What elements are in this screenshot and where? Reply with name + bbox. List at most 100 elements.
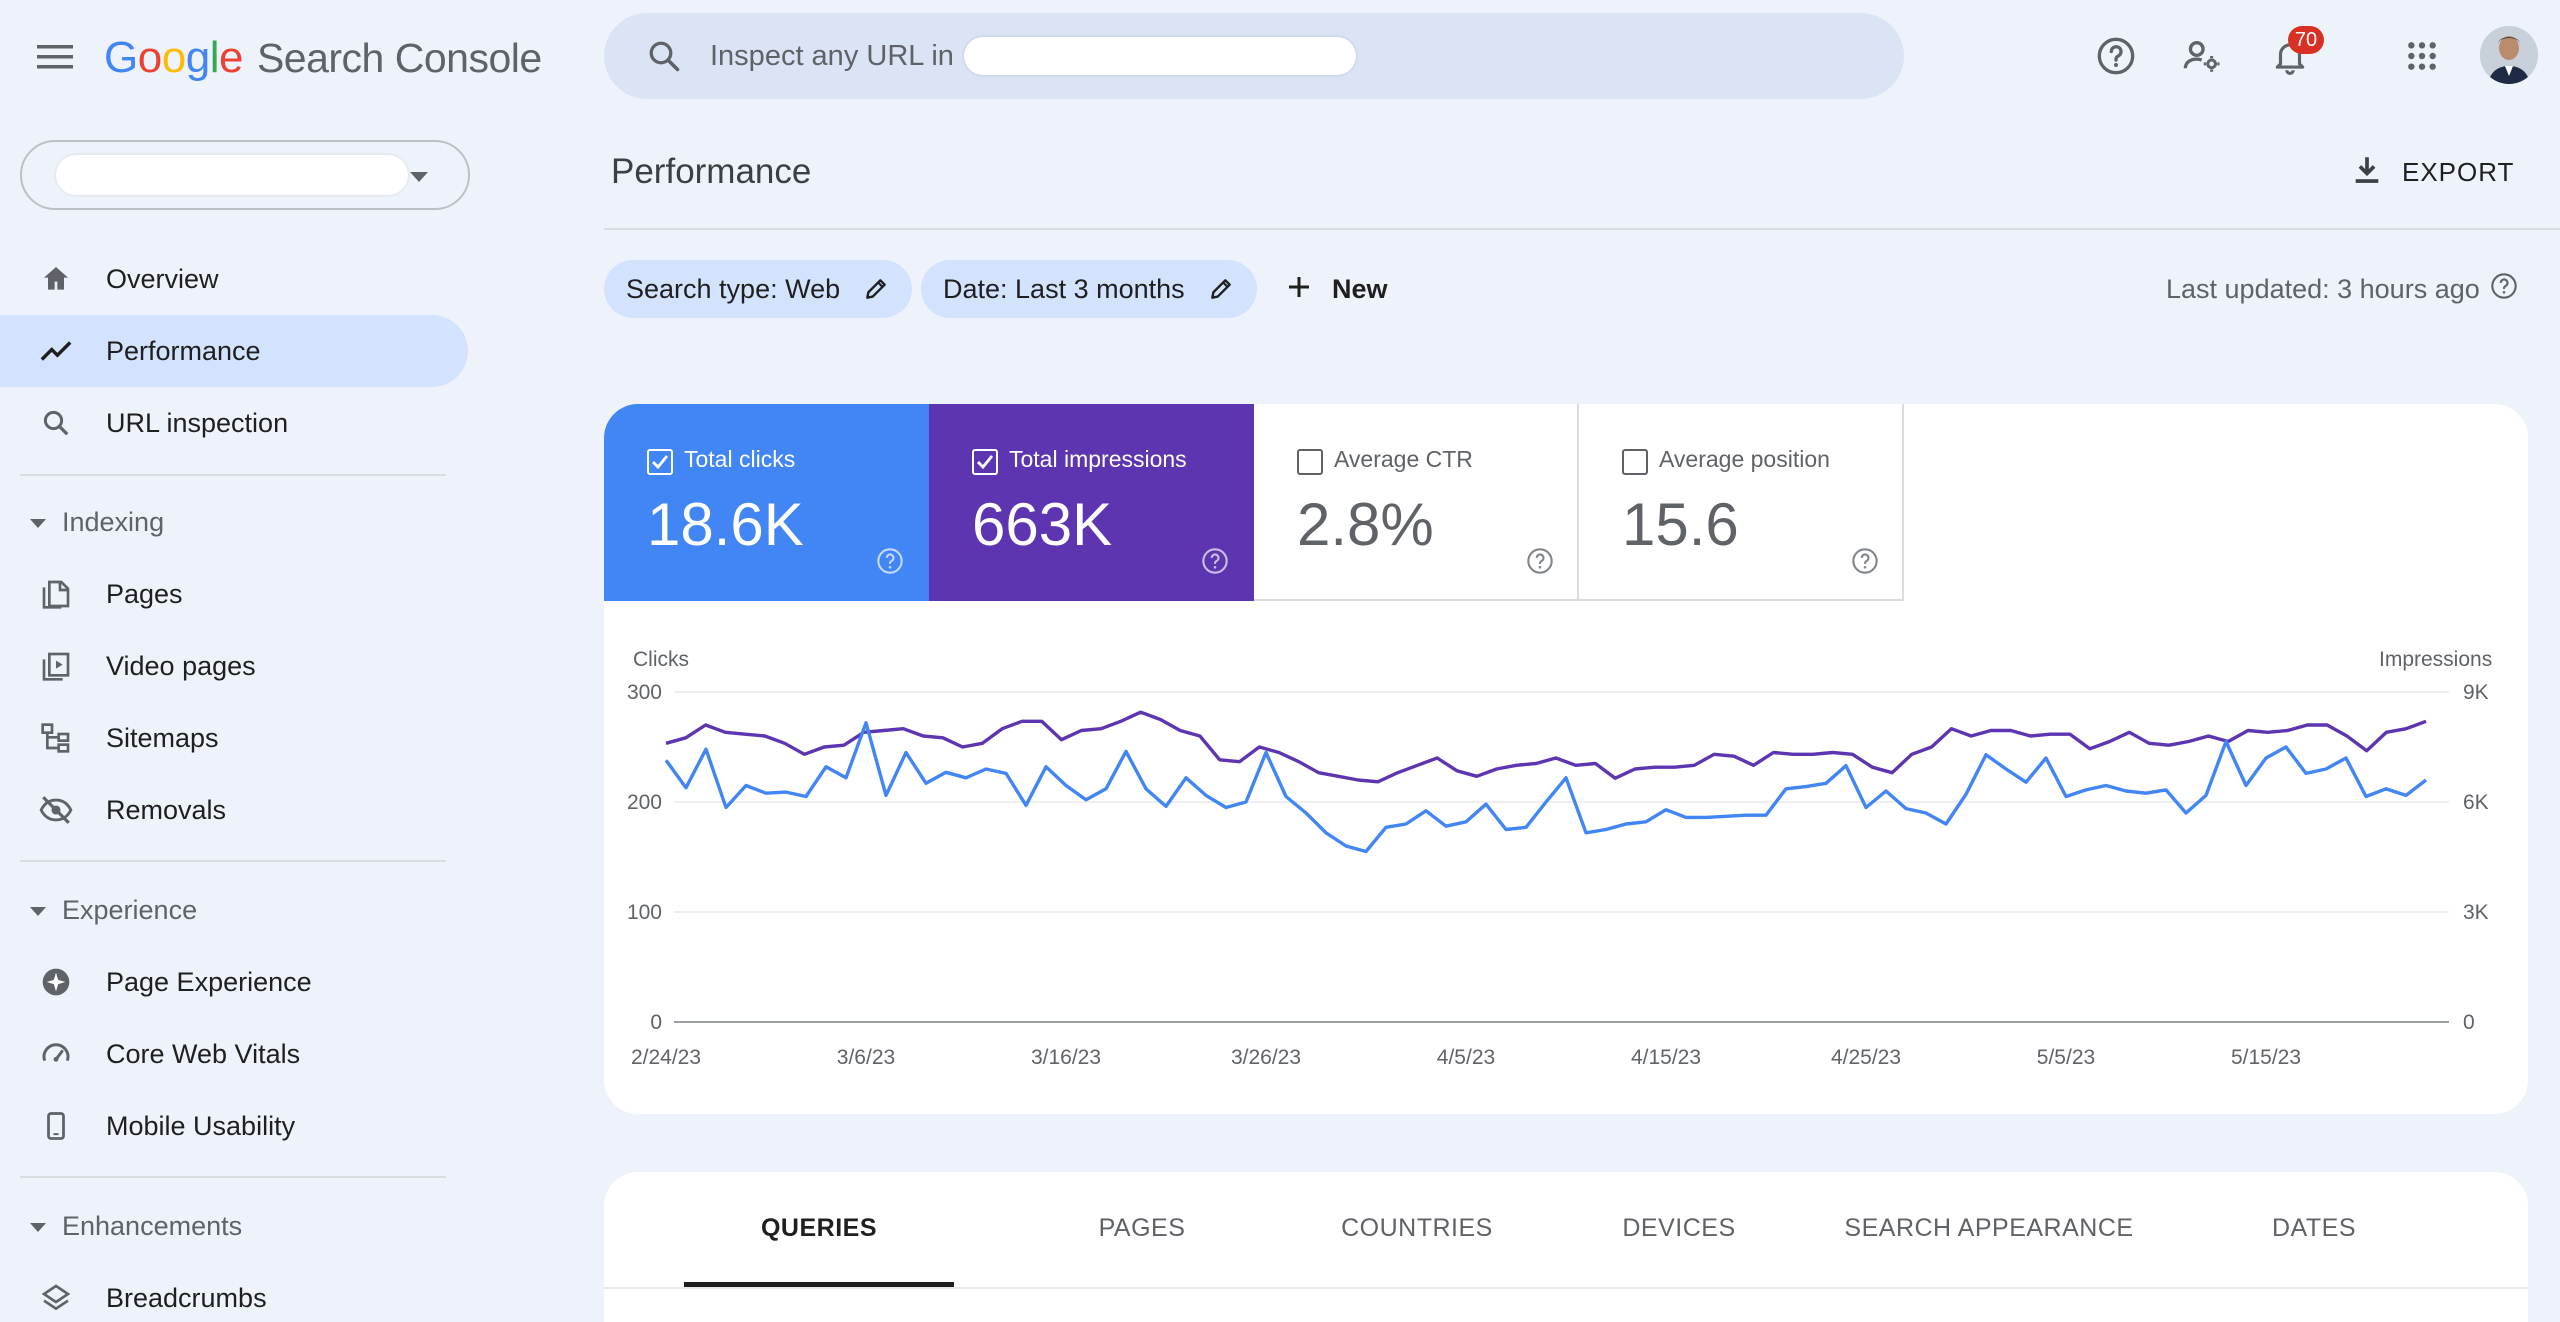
metric-label: Average CTR	[1334, 446, 1473, 472]
chevron-down-icon	[410, 172, 428, 182]
x-tick-label: 4/5/23	[1437, 1046, 1495, 1069]
search-type-filter-chip[interactable]: Search type: Web	[604, 260, 913, 318]
y-right-tick-label: 0	[2463, 1011, 2475, 1034]
y-right-tick-label: 9K	[2463, 681, 2489, 704]
chip-label: Date: Last 3 months	[943, 273, 1185, 304]
apps-grid-icon[interactable]	[2392, 26, 2452, 86]
avatar[interactable]	[2480, 26, 2538, 84]
collapse-arrow-icon	[30, 1223, 46, 1232]
help-icon[interactable]	[876, 547, 904, 575]
tab-pages[interactable]: PAGES	[1098, 1213, 1186, 1242]
sidebar-item-mobile-usability[interactable]: Mobile Usability	[0, 1090, 468, 1162]
checkbox-checked-icon[interactable]	[972, 449, 998, 475]
export-button[interactable]: EXPORT	[2350, 148, 2514, 196]
checkbox-checked-icon[interactable]	[647, 449, 673, 475]
metric-value: 2.8%	[1297, 491, 1434, 558]
plus-icon	[1284, 272, 1314, 307]
tab-devices[interactable]: DEVICES	[1622, 1213, 1736, 1242]
collapse-arrow-icon	[30, 519, 46, 528]
sidebar-item-performance[interactable]: Performance	[0, 315, 468, 387]
checkbox-unchecked-icon[interactable]	[1297, 449, 1323, 475]
logo-letter: l	[209, 33, 220, 82]
metric-label: Total clicks	[684, 446, 796, 472]
help-icon[interactable]	[1851, 547, 1879, 575]
eye-off-icon	[38, 792, 74, 828]
tab-search-appearance[interactable]: SEARCH APPEARANCE	[1844, 1213, 2134, 1242]
metric-value: 18.6K	[647, 491, 804, 558]
sidebar-item-label: Page Experience	[106, 966, 312, 997]
y-left-tick-label: 100	[627, 901, 662, 924]
sidebar-item-label: URL inspection	[106, 407, 289, 438]
product-name: Search Console	[256, 34, 542, 81]
url-inspect-search[interactable]: Inspect any URL in	[604, 13, 1904, 99]
sidebar-divider	[20, 860, 446, 862]
search-icon	[634, 26, 694, 86]
help-icon[interactable]	[1201, 547, 1229, 575]
notification-badge: 70	[2288, 26, 2324, 54]
metric-average-ctr[interactable]: Average CTR 2.8%	[1254, 404, 1579, 601]
checkbox-unchecked-icon[interactable]	[1622, 449, 1648, 475]
metric-total-clicks[interactable]: Total clicks 18.6K	[604, 404, 929, 601]
menu-icon[interactable]	[30, 32, 80, 82]
metric-total-impressions[interactable]: Total impressions 663K	[929, 404, 1254, 601]
sidebar-item-pages[interactable]: Pages	[0, 558, 468, 630]
smartphone-icon	[38, 1108, 74, 1144]
header-divider	[604, 228, 2560, 230]
tab-queries[interactable]: QUERIES	[760, 1213, 878, 1242]
x-tick-label: 2/24/23	[631, 1046, 701, 1069]
sidebar-item-label: Pages	[106, 578, 183, 609]
y-right-axis-title: Impressions	[2379, 648, 2493, 671]
logo-letter: g	[185, 33, 210, 82]
bell-icon[interactable]: 70	[2260, 26, 2324, 86]
date-filter-chip[interactable]: Date: Last 3 months	[921, 260, 1257, 318]
manage-users-icon[interactable]	[2172, 26, 2232, 86]
sidebar-section-experience[interactable]: Experience	[0, 880, 468, 940]
logo-letter: o	[137, 33, 162, 82]
trending-up-icon	[38, 333, 74, 369]
property-selector[interactable]	[20, 140, 470, 210]
sidebar-item-video-pages[interactable]: Video pages	[0, 630, 468, 702]
x-tick-label: 3/26/23	[1231, 1046, 1301, 1069]
sidebar-item-breadcrumbs[interactable]: Breadcrumbs	[0, 1262, 468, 1322]
metric-value: 15.6	[1622, 491, 1739, 558]
x-tick-label: 3/16/23	[1031, 1046, 1101, 1069]
metric-average-position[interactable]: Average position 15.6	[1579, 404, 1904, 601]
section-label: Enhancements	[62, 1210, 243, 1241]
new-filter-button[interactable]: New	[1284, 262, 1388, 316]
help-icon[interactable]	[2490, 272, 2518, 307]
sidebar-item-sitemaps[interactable]: Sitemaps	[0, 702, 468, 774]
y-left-tick-label: 0	[650, 1011, 662, 1034]
search-placeholder: Inspect any URL in	[710, 39, 954, 72]
sidebar-section-enhancements[interactable]: Enhancements	[0, 1196, 468, 1256]
sidebar-item-core-web-vitals[interactable]: Core Web Vitals	[0, 1018, 468, 1090]
help-icon[interactable]	[2086, 26, 2146, 86]
y-left-axis-title: Clicks	[633, 648, 689, 671]
last-updated-text: Last updated: 3 hours ago	[2166, 274, 2480, 304]
sidebar-divider	[20, 474, 446, 476]
sidebar-item-label: Performance	[106, 335, 261, 366]
y-right-tick-label: 6K	[2463, 791, 2489, 814]
sidebar-item-removals[interactable]: Removals	[0, 774, 468, 846]
home-icon	[38, 261, 74, 297]
pages-icon	[38, 576, 74, 612]
tab-dates[interactable]: DATES	[2272, 1213, 2356, 1242]
sidebar-section-indexing[interactable]: Indexing	[0, 492, 468, 552]
page-experience-icon	[38, 964, 74, 1000]
sidebar-item-label: Video pages	[106, 650, 256, 681]
active-tab-indicator	[684, 1282, 954, 1287]
help-icon[interactable]	[1526, 547, 1554, 575]
tab-countries[interactable]: COUNTRIES	[1341, 1213, 1493, 1242]
sidebar-item-label: Core Web Vitals	[106, 1038, 301, 1069]
sidebar-item-page-experience[interactable]: Page Experience	[0, 946, 468, 1018]
layers-icon	[38, 1280, 74, 1316]
sidebar-item-url-inspection[interactable]: URL inspection	[0, 387, 468, 459]
chart-plot: 0 100 200 300 0 3K 6K 9K 2/24/23 3/6/23 3/16/23 3/2…	[627, 681, 2489, 1069]
search-icon	[38, 405, 74, 441]
series-line-impressions	[665, 710, 2427, 784]
edit-pencil-icon	[1207, 275, 1235, 303]
sidebar-item-overview[interactable]: Overview	[0, 243, 468, 315]
x-tick-label: 5/5/23	[2037, 1046, 2095, 1069]
sidebar-divider	[20, 1176, 446, 1178]
